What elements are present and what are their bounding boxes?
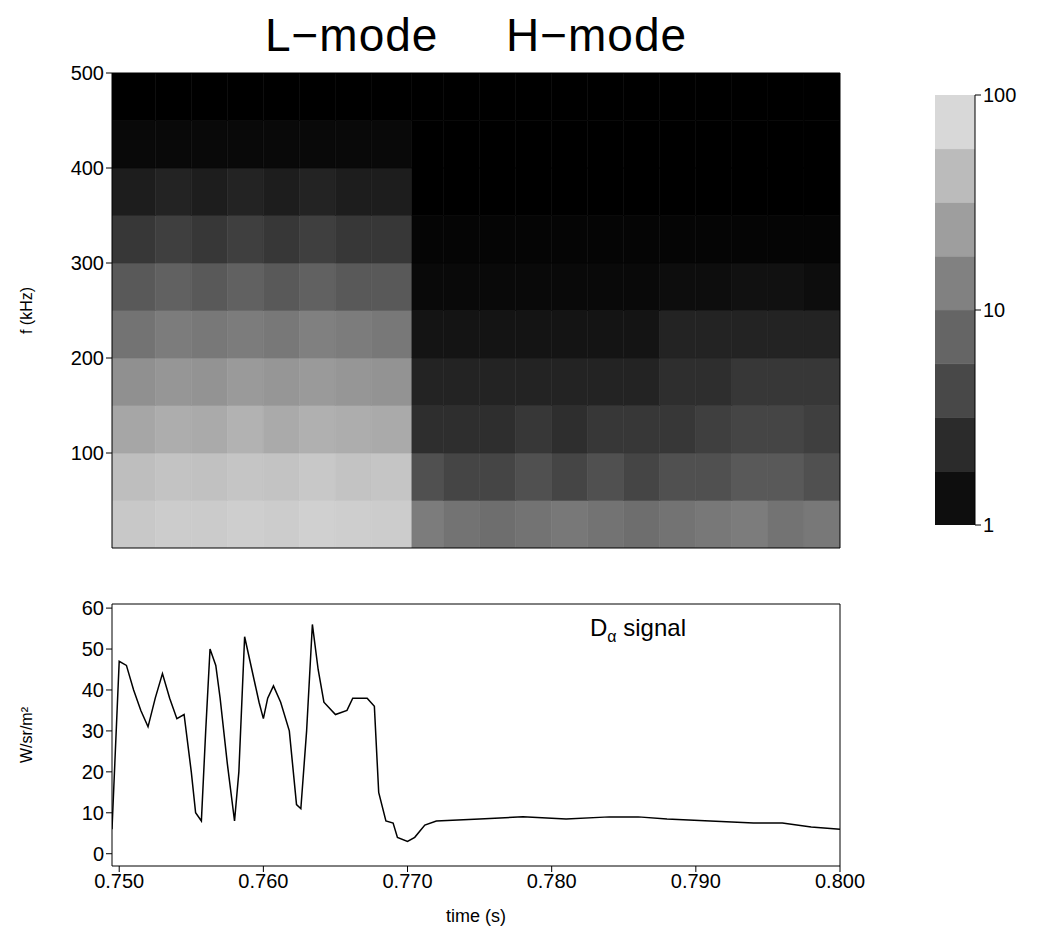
svg-text:30: 30 <box>82 720 104 742</box>
svg-text:0: 0 <box>93 843 104 865</box>
svg-text:0.750: 0.750 <box>94 870 144 892</box>
svg-text:200: 200 <box>71 347 104 369</box>
svg-text:0.800: 0.800 <box>815 870 865 892</box>
svg-text:0.760: 0.760 <box>238 870 288 892</box>
svg-text:W/sr/m²: W/sr/m² <box>18 706 35 763</box>
svg-text:40: 40 <box>82 679 104 701</box>
svg-text:f (kHz): f (kHz) <box>18 287 35 334</box>
svg-text:time (s): time (s) <box>446 906 506 926</box>
svg-text:500: 500 <box>71 62 104 84</box>
svg-text:1: 1 <box>983 514 994 536</box>
html-text:L−mode H−mode: L−mode H−mode <box>264 9 688 61</box>
svg-text:400: 400 <box>71 157 104 179</box>
svg-text:300: 300 <box>71 252 104 274</box>
svg-text:0.780: 0.780 <box>527 870 577 892</box>
svg-text:100: 100 <box>983 84 1016 106</box>
svg-text:50: 50 <box>82 638 104 660</box>
svg-text:0.770: 0.770 <box>382 870 432 892</box>
svg-text:20: 20 <box>82 761 104 783</box>
html-text:Dαsignal: Dαsignal <box>590 614 686 645</box>
svg-text:100: 100 <box>71 442 104 464</box>
svg-text:60: 60 <box>82 597 104 619</box>
svg-text:10: 10 <box>82 802 104 824</box>
svg-text:0.790: 0.790 <box>671 870 721 892</box>
svg-text:10: 10 <box>983 299 1005 321</box>
